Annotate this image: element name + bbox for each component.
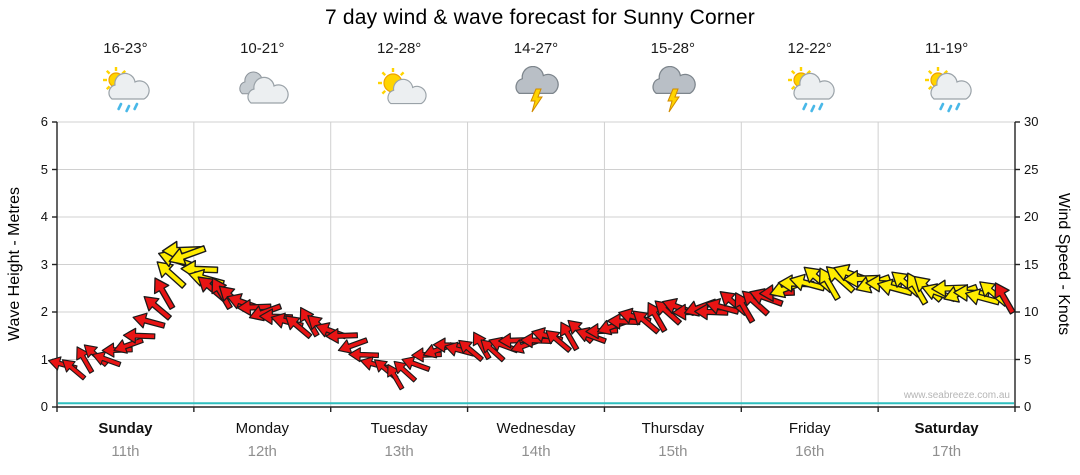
wind-arrow bbox=[132, 312, 166, 329]
wind-arrow bbox=[472, 331, 492, 361]
sun-cloud-icon bbox=[369, 66, 429, 114]
wind-arrow bbox=[647, 302, 668, 333]
wind-arrow bbox=[931, 279, 968, 298]
day-date: 11th bbox=[111, 443, 140, 460]
wind-axis-tick-label: 0 bbox=[1024, 399, 1032, 414]
wind-arrow bbox=[61, 359, 87, 381]
wave-axis-title: Wave Height - Metres bbox=[6, 186, 23, 342]
wind-arrow bbox=[153, 277, 176, 311]
storm-icon bbox=[643, 65, 703, 114]
day-temp-range: 14-27° bbox=[513, 40, 559, 57]
day-temp-range: 12-28° bbox=[376, 40, 422, 57]
wind-axis-title: Wind Speed - Knots bbox=[1055, 192, 1072, 336]
storm-icon bbox=[506, 65, 566, 114]
wave-axis-tick-label: 1 bbox=[40, 351, 48, 367]
day-label-thursday: Thursday bbox=[641, 420, 705, 437]
watermark: www.seabreeze.com.au bbox=[903, 390, 1010, 401]
day-temp-range: 11-19° bbox=[924, 40, 969, 57]
day-label-sunday: Sunday bbox=[98, 420, 153, 437]
wind-arrow bbox=[387, 363, 405, 391]
wind-axis-tick-label: 15 bbox=[1024, 256, 1039, 272]
wind-arrow bbox=[632, 310, 661, 335]
wind-arrow bbox=[285, 315, 313, 340]
sun-cloud-rain-icon bbox=[917, 66, 977, 114]
wind-axis-tick-label: 10 bbox=[1024, 304, 1039, 319]
wind-arrow bbox=[734, 292, 756, 324]
wave-axis-tick-label: 6 bbox=[40, 114, 48, 129]
day-label-wednesday: Wednesday bbox=[496, 420, 576, 437]
wave-axis-tick-label: 3 bbox=[40, 256, 48, 272]
day-temp-range: 10-21° bbox=[240, 40, 285, 57]
sun-cloud-rain-icon bbox=[95, 66, 155, 114]
day-temp-range: 16-23° bbox=[103, 40, 148, 57]
wind-arrow bbox=[113, 337, 144, 354]
day-date: 16th bbox=[795, 443, 825, 460]
wind-arrow bbox=[122, 327, 156, 344]
wind-axis-tick-label: 30 bbox=[1024, 114, 1039, 129]
wind-arrow bbox=[76, 346, 95, 374]
wave-axis-tick-label: 2 bbox=[40, 304, 48, 319]
wind-arrow bbox=[92, 351, 122, 368]
wind-arrow bbox=[168, 245, 207, 266]
day-date: 13th bbox=[384, 443, 414, 460]
day-label-monday: Monday bbox=[235, 420, 289, 437]
wind-arrow bbox=[559, 321, 580, 352]
page-title: 7 day wind & wave forecast for Sunny Cor… bbox=[325, 6, 755, 29]
wind-axis-tick-label: 5 bbox=[1024, 351, 1032, 367]
wind-arrow bbox=[575, 327, 607, 344]
wind-arrow bbox=[348, 347, 380, 363]
wave-axis-tick-label: 5 bbox=[40, 161, 48, 177]
wind-arrow bbox=[458, 339, 484, 362]
wave-axis-tick-label: 4 bbox=[40, 209, 48, 224]
wind-arrow bbox=[156, 261, 187, 289]
day-label-tuesday: Tuesday bbox=[370, 420, 428, 437]
day-label-saturday: Saturday bbox=[914, 420, 979, 437]
wind-axis-tick-label: 20 bbox=[1024, 209, 1039, 224]
day-temp-range: 12-22° bbox=[787, 40, 832, 57]
day-temp-range: 15-28° bbox=[650, 40, 696, 57]
wind-arrow bbox=[401, 356, 431, 372]
wind-axis-tick-label: 25 bbox=[1024, 161, 1039, 177]
day-date: 15th bbox=[658, 443, 688, 460]
day-date: 14th bbox=[521, 443, 551, 460]
wind-arrow bbox=[545, 329, 572, 353]
day-date: 12th bbox=[247, 443, 277, 460]
wind-arrow bbox=[480, 339, 506, 363]
day-date: 17th bbox=[931, 443, 962, 460]
wind-arrow bbox=[818, 267, 841, 301]
sun-cloud-rain-icon bbox=[780, 66, 840, 114]
wind-arrow bbox=[143, 295, 172, 321]
wind-arrow bbox=[393, 360, 418, 383]
wind-arrow bbox=[325, 327, 359, 344]
wind-arrow bbox=[994, 282, 1016, 315]
wave-axis-tick-label: 0 bbox=[40, 399, 48, 414]
wind-arrow bbox=[337, 337, 369, 354]
wind-arrow bbox=[236, 298, 272, 316]
wind-arrow bbox=[843, 269, 881, 289]
day-label-friday: Friday bbox=[788, 420, 831, 437]
cloud-icon bbox=[232, 66, 292, 114]
